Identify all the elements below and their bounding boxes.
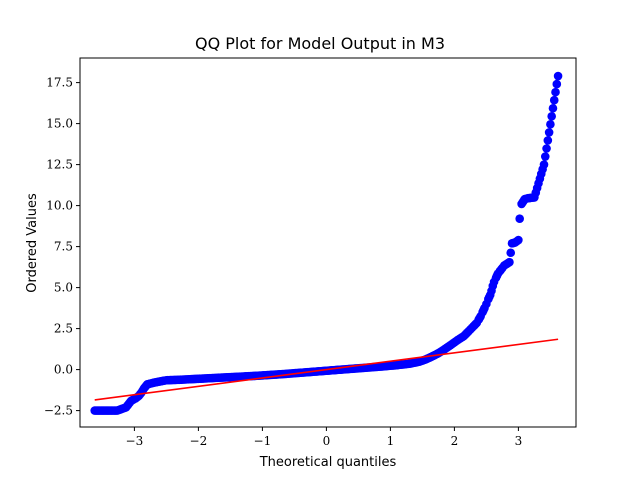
x-tick-label: −3 xyxy=(126,434,144,448)
plot-area-frame xyxy=(79,57,577,428)
fit-line-layer xyxy=(94,338,559,401)
chart-title: QQ Plot for Model Output in M3 xyxy=(195,34,445,53)
y-tick-label: 7.5 xyxy=(54,240,73,254)
qq-point xyxy=(546,120,555,129)
x-tick-label: 0 xyxy=(323,434,331,448)
qq-point xyxy=(515,214,524,224)
y-tick-label: 5.0 xyxy=(54,281,73,295)
y-axis-ticks: −2.5 0.0 2.5 5.0 7.5 10.0 12.5 15.0 17.5 xyxy=(44,76,80,418)
y-tick-label: 0.0 xyxy=(54,363,73,377)
qq-point xyxy=(553,71,563,81)
qq-point xyxy=(549,95,559,105)
qq-point xyxy=(540,152,550,161)
x-axis-label: Theoretical quantiles xyxy=(259,455,397,470)
qq-point xyxy=(548,103,558,113)
y-tick-label: −2.5 xyxy=(44,404,73,418)
qq-point xyxy=(551,87,560,97)
y-tick-label: 10.0 xyxy=(46,199,73,213)
qq-point xyxy=(505,257,514,267)
x-tick-label: −1 xyxy=(254,434,272,448)
qq-point xyxy=(542,144,551,153)
y-tick-label: 17.5 xyxy=(46,76,73,90)
y-axis-label: Ordered Values xyxy=(25,193,40,293)
x-tick-label: 1 xyxy=(387,434,395,448)
y-tick-label: 2.5 xyxy=(54,322,73,336)
qq-point xyxy=(547,111,556,121)
x-tick-label: 2 xyxy=(451,434,459,448)
qq-point xyxy=(552,79,562,89)
x-tick-label: −2 xyxy=(190,434,208,448)
x-axis-ticks: −3 −2 −1 0 1 2 3 xyxy=(126,427,523,448)
qq-point xyxy=(544,128,554,137)
y-tick-label: 12.5 xyxy=(46,158,73,172)
qq-point xyxy=(506,248,516,258)
fit-line xyxy=(94,338,559,401)
qq-point xyxy=(539,160,549,169)
x-tick-label: 3 xyxy=(515,434,523,448)
qq-point xyxy=(543,136,553,145)
y-tick-label: 15.0 xyxy=(46,117,73,131)
qq-point xyxy=(514,235,523,245)
points-layer xyxy=(90,71,563,415)
